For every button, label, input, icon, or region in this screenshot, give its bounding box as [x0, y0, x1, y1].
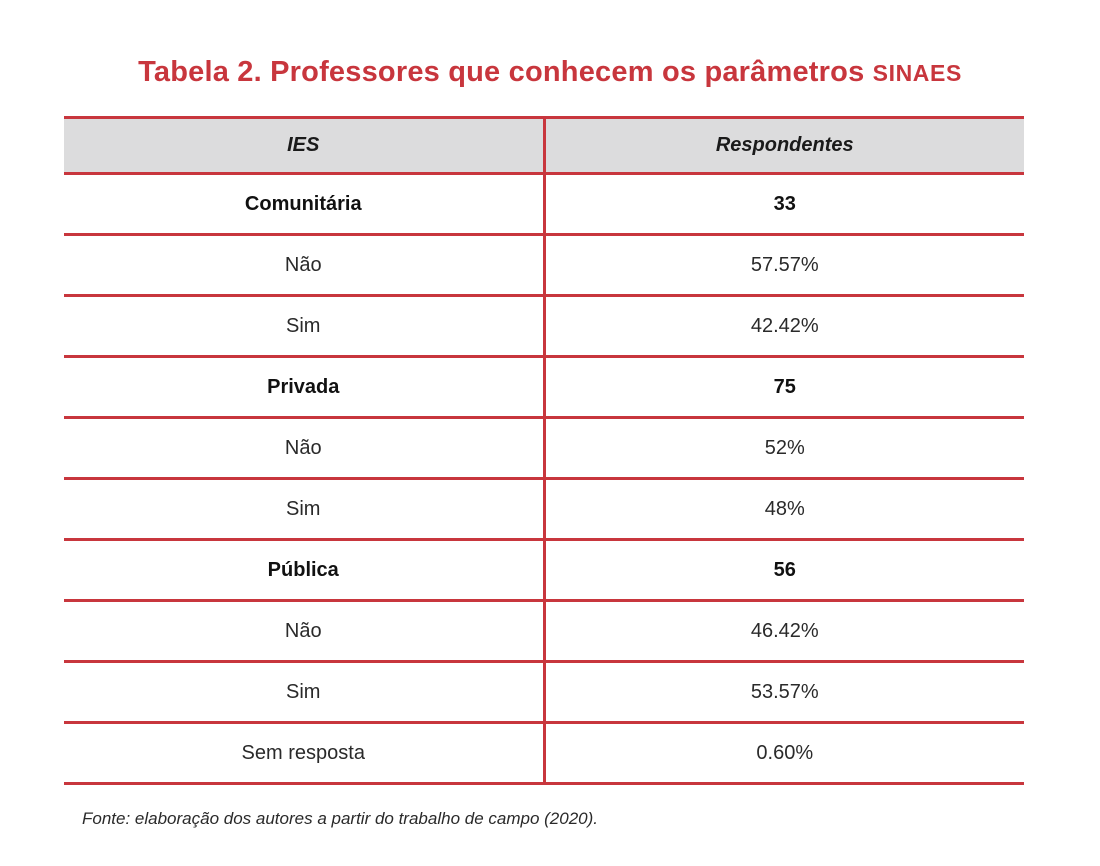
row-label: Não: [64, 234, 546, 297]
table-title-text: Tabela 2. Professores que conhecem os pa…: [138, 56, 873, 88]
table-header: IES Respondentes: [64, 116, 1024, 175]
row-label: Não: [64, 417, 546, 480]
table-row-group: Privada 75: [64, 356, 1024, 419]
row-label: Privada: [64, 356, 546, 419]
column-header-respondentes: Respondentes: [544, 116, 1024, 175]
row-value: 0.60%: [544, 722, 1024, 785]
table-row: Sim 53.57%: [64, 661, 1024, 724]
table-title-acronym: SINAES: [872, 60, 962, 86]
data-table-container: IES Respondentes Comunitária 33 Não 57.5…: [64, 116, 1024, 785]
column-header-ies: IES: [64, 116, 546, 175]
table-row: Sim 48%: [64, 478, 1024, 541]
row-label: Sim: [64, 661, 546, 724]
table-body: Comunitária 33 Não 57.57% Sim 42.42% Pri…: [64, 173, 1024, 785]
table-row: Não 57.57%: [64, 234, 1024, 297]
table-row: Não 46.42%: [64, 600, 1024, 663]
row-label: Comunitária: [64, 173, 546, 236]
table-header-row: IES Respondentes: [64, 116, 1024, 175]
table-row: Sem resposta 0.60%: [64, 722, 1024, 785]
row-value: 53.57%: [544, 661, 1024, 724]
row-value: 52%: [544, 417, 1024, 480]
table-row: Sim 42.42%: [64, 295, 1024, 358]
row-label: Sem resposta: [64, 722, 546, 785]
table-row-group: Pública 56: [64, 539, 1024, 602]
table-title: Tabela 2. Professores que conhecem os pa…: [0, 56, 1100, 89]
source-note: Fonte: elaboração dos autores a partir d…: [82, 809, 598, 828]
row-value: 33: [544, 173, 1024, 236]
row-label: Sim: [64, 478, 546, 541]
row-value: 57.57%: [544, 234, 1024, 297]
row-value: 56: [544, 539, 1024, 602]
row-value: 48%: [544, 478, 1024, 541]
row-value: 42.42%: [544, 295, 1024, 358]
data-table: IES Respondentes Comunitária 33 Não 57.5…: [64, 116, 1024, 785]
table-row: Não 52%: [64, 417, 1024, 480]
row-label: Pública: [64, 539, 546, 602]
table-row-group: Comunitária 33: [64, 173, 1024, 236]
row-label: Sim: [64, 295, 546, 358]
row-value: 46.42%: [544, 600, 1024, 663]
row-value: 75: [544, 356, 1024, 419]
row-label: Não: [64, 600, 546, 663]
